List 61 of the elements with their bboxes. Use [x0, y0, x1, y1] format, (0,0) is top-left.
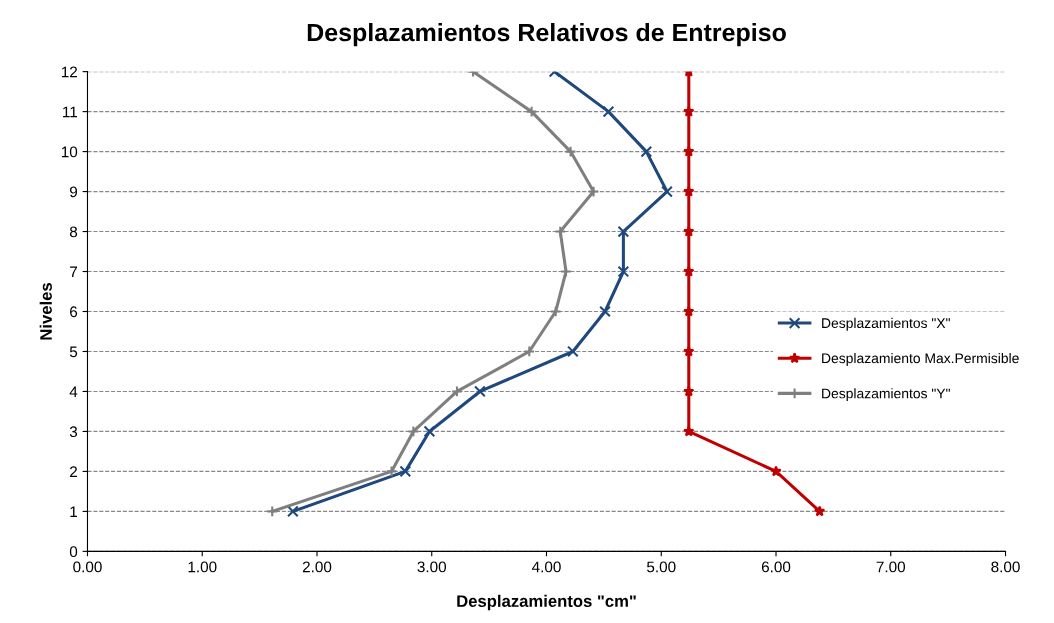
- y-axis-title: Niveles: [39, 282, 52, 340]
- y-tick-label: 4: [69, 386, 78, 397]
- point: [617, 265, 630, 278]
- y-tick-label: 3: [69, 426, 78, 438]
- point: [554, 225, 567, 238]
- point: [423, 425, 436, 438]
- x-tick-label: 0.00: [73, 561, 102, 573]
- point: [266, 505, 279, 518]
- x-tick-label: 2.00: [302, 561, 332, 573]
- point: [385, 465, 398, 478]
- point: [549, 305, 562, 318]
- y-tick-label: 11: [63, 106, 78, 118]
- point: [451, 385, 463, 398]
- point: [617, 225, 630, 238]
- x-tick-label: 4.00: [531, 561, 561, 573]
- point: [683, 265, 695, 277]
- point: [683, 345, 695, 357]
- x-axis-title: Desplazamientos "cm": [457, 594, 636, 611]
- point: [560, 265, 572, 278]
- legend-label: Desplazamiento Max.Permisible: [822, 353, 1019, 366]
- point: [602, 105, 615, 118]
- y-tick-label: 0: [69, 546, 78, 558]
- point: [683, 385, 695, 397]
- x-tick-label: 5.00: [647, 561, 676, 573]
- point: [683, 425, 695, 437]
- point: [566, 345, 579, 358]
- x-tick-label: 6.00: [761, 561, 791, 573]
- point: [683, 145, 695, 157]
- point: [399, 465, 412, 478]
- point: [525, 105, 538, 118]
- x-tick-label: 8.00: [991, 561, 1020, 573]
- point: [474, 385, 486, 398]
- y-tick-label: 10: [61, 146, 78, 158]
- y-tick-label: 12: [61, 66, 77, 78]
- legend-label: Desplazamientos "Y": [822, 388, 950, 402]
- y-tick-label: 9: [69, 186, 78, 198]
- point: [683, 185, 695, 197]
- point: [683, 305, 695, 317]
- point: [587, 185, 600, 198]
- x-tick-label: 1.00: [188, 561, 217, 573]
- point: [640, 145, 653, 158]
- y-tick-label: 7: [70, 266, 77, 278]
- chart-title: Desplazamientos Relativos de Entrepiso: [307, 22, 786, 47]
- y-tick-label: 1: [70, 506, 78, 517]
- point: [407, 425, 420, 438]
- point: [599, 305, 611, 318]
- point: [661, 185, 673, 198]
- y-tick-label: 8: [69, 226, 78, 238]
- point: [770, 465, 782, 477]
- y-tick-label: 2: [70, 466, 77, 477]
- point: [683, 105, 695, 117]
- x-tick-label: 3.00: [417, 561, 447, 573]
- point: [523, 345, 536, 358]
- point: [813, 505, 826, 517]
- legend-label: Desplazamientos "X": [822, 317, 950, 331]
- y-tick-label: 6: [70, 306, 78, 318]
- point: [564, 145, 577, 158]
- point: [683, 225, 695, 237]
- y-tick-label: 5: [69, 346, 78, 358]
- point: [286, 505, 299, 518]
- x-tick-label: 7.00: [876, 561, 906, 573]
